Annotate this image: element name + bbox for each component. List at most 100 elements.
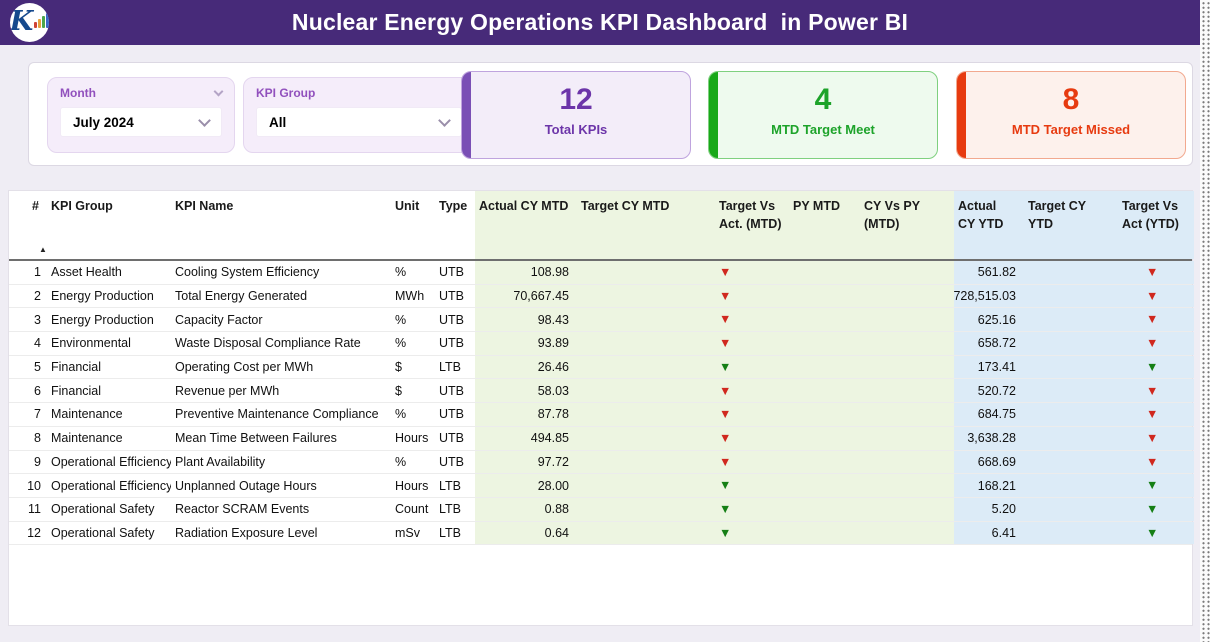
col-header-cy-vs-py-mtd[interactable]: CY Vs PY (MTD): [854, 191, 954, 259]
col-header-target-vs-act-ytd[interactable]: Target Vs Act (YTD): [1110, 191, 1194, 259]
table-row[interactable]: 2 Energy Production Total Energy Generat…: [9, 284, 1194, 309]
table-row[interactable]: 10 Operational Efficiency Unplanned Outa…: [9, 474, 1194, 498]
col-header-index[interactable]: #: [32, 199, 39, 213]
target-vs-act-mtd-indicator-icon: ▼: [707, 426, 783, 450]
target-cy-ytd-cell: [1016, 332, 1110, 355]
sort-ascending-icon[interactable]: ▲: [39, 245, 47, 254]
target-vs-act-ytd-indicator-icon: ▼: [1110, 261, 1194, 284]
col-header-target-cy-mtd[interactable]: Target CY MTD: [569, 191, 707, 259]
col-header-target-vs-act-mtd[interactable]: Target Vs Act. (MTD): [707, 191, 783, 259]
row-index-cell: 10: [27, 478, 41, 493]
table-row[interactable]: 4 Environmental Waste Disposal Complianc…: [9, 332, 1194, 356]
py-mtd-cell: [783, 355, 854, 379]
py-mtd-cell: [783, 521, 854, 545]
row-index-cell: 6: [34, 383, 41, 398]
target-vs-act-mtd-indicator-icon: ▼: [707, 284, 783, 308]
target-cy-ytd-cell: [1016, 355, 1110, 379]
cy-vs-py-mtd-cell: [854, 521, 954, 545]
kpi-name-cell: Total Energy Generated: [175, 289, 308, 304]
col-header-kpi-group[interactable]: KPI Group: [51, 199, 113, 213]
table-row[interactable]: 5 Financial Operating Cost per MWh $ LTB…: [9, 355, 1194, 380]
target-cy-ytd-cell: [1016, 403, 1110, 426]
cy-vs-py-mtd-cell: [854, 284, 954, 308]
table-row[interactable]: 3 Energy Production Capacity Factor % UT…: [9, 308, 1194, 333]
py-mtd-cell: [783, 474, 854, 497]
company-logo: K: [10, 3, 49, 42]
target-cy-ytd-cell: [1016, 450, 1110, 474]
actual-cy-mtd-cell: 58.03: [475, 379, 569, 403]
table-row[interactable]: 9 Operational Efficiency Plant Availabil…: [9, 450, 1194, 475]
table-row[interactable]: 7 Maintenance Preventive Maintenance Com…: [9, 403, 1194, 427]
target-cy-ytd-cell: [1016, 308, 1110, 332]
row-index-cell: 9: [34, 454, 41, 469]
actual-cy-ytd-cell: 6.41: [954, 521, 1016, 545]
actual-cy-mtd-cell: 28.00: [475, 474, 569, 497]
unit-cell: %: [395, 336, 407, 351]
month-dropdown-value: July 2024: [73, 114, 134, 130]
target-cy-mtd-cell: [569, 261, 707, 284]
kpi-group-dropdown[interactable]: All: [256, 107, 462, 137]
cy-vs-py-mtd-cell: [854, 426, 954, 450]
type-cell: LTB: [439, 360, 461, 375]
kpi-name-cell: Reactor SCRAM Events: [175, 502, 310, 517]
target-vs-act-ytd-indicator-icon: ▼: [1110, 403, 1194, 426]
type-cell: UTB: [439, 265, 464, 280]
table-row[interactable]: 6 Financial Revenue per MWh $ UTB 58.03 …: [9, 379, 1194, 404]
row-index-cell: 5: [34, 360, 41, 375]
target-vs-act-ytd-indicator-icon: ▼: [1110, 332, 1194, 355]
target-cy-mtd-cell: [569, 497, 707, 521]
actual-cy-mtd-cell: 0.88: [475, 497, 569, 521]
target-cy-mtd-cell: [569, 355, 707, 379]
mtd-target-missed-card: 8 MTD Target Missed: [956, 71, 1186, 159]
cy-vs-py-mtd-cell: [854, 379, 954, 403]
type-cell: UTB: [439, 454, 464, 469]
table-row[interactable]: 8 Maintenance Mean Time Between Failures…: [9, 426, 1194, 451]
target-cy-ytd-cell: [1016, 426, 1110, 450]
chevron-down-icon: [438, 113, 451, 127]
actual-cy-mtd-cell: 0.64: [475, 521, 569, 545]
month-filter-collapse-chevron-icon[interactable]: [213, 86, 224, 96]
table-body: 1 Asset Health Cooling System Efficiency…: [9, 261, 1194, 546]
target-vs-act-mtd-indicator-icon: ▼: [707, 379, 783, 403]
row-index-cell: 4: [34, 336, 41, 351]
table-row[interactable]: 1 Asset Health Cooling System Efficiency…: [9, 261, 1194, 285]
kpi-group-cell: Financial: [51, 360, 102, 375]
kpi-name-cell: Unplanned Outage Hours: [175, 478, 317, 493]
unit-cell: $: [395, 383, 402, 398]
col-header-actual-cy-ytd[interactable]: Actual CY YTD: [954, 191, 1016, 259]
kpi-group-cell: Operational Efficiency: [51, 454, 171, 469]
mtd-target-missed-value: 8: [1062, 83, 1080, 116]
target-vs-act-ytd-indicator-icon: ▼: [1110, 497, 1194, 521]
col-header-unit[interactable]: Unit: [395, 199, 420, 213]
chevron-down-icon: [198, 113, 211, 127]
kpi-group-cell: Asset Health: [51, 265, 122, 280]
actual-cy-mtd-cell: 97.72: [475, 450, 569, 474]
actual-cy-ytd-cell: 520.72: [954, 379, 1016, 403]
kpi-name-cell: Cooling System Efficiency: [175, 265, 320, 280]
type-cell: UTB: [439, 289, 464, 304]
actual-cy-mtd-cell: 108.98: [475, 261, 569, 284]
type-cell: UTB: [439, 312, 464, 327]
target-cy-mtd-cell: [569, 308, 707, 332]
target-vs-act-ytd-indicator-icon: ▼: [1110, 426, 1194, 450]
target-vs-act-ytd-indicator-icon: ▼: [1110, 474, 1194, 497]
month-dropdown[interactable]: July 2024: [60, 107, 222, 137]
kpi-group-cell: Operational Safety: [51, 525, 155, 540]
col-header-kpi-name[interactable]: KPI Name: [175, 199, 234, 213]
page-edge-dotted-strip: [1200, 0, 1210, 642]
type-cell: UTB: [439, 336, 464, 351]
kpi-group-cell: Energy Production: [51, 312, 154, 327]
actual-cy-ytd-cell: 728,515.03: [954, 284, 1016, 308]
page-title: Nuclear Energy Operations KPI Dashboard …: [291, 9, 909, 35]
col-header-type[interactable]: Type: [439, 199, 468, 213]
col-header-actual-cy-mtd[interactable]: Actual CY MTD: [475, 191, 569, 259]
target-cy-mtd-cell: [569, 426, 707, 450]
kpi-group-cell: Financial: [51, 383, 102, 398]
unit-cell: MWh: [395, 289, 425, 304]
table-row[interactable]: 11 Operational Safety Reactor SCRAM Even…: [9, 497, 1194, 522]
unit-cell: $: [395, 360, 402, 375]
py-mtd-cell: [783, 497, 854, 521]
col-header-py-mtd[interactable]: PY MTD: [783, 191, 854, 259]
table-row[interactable]: 12 Operational Safety Radiation Exposure…: [9, 521, 1194, 546]
col-header-target-cy-ytd[interactable]: Target CY YTD: [1016, 191, 1110, 259]
